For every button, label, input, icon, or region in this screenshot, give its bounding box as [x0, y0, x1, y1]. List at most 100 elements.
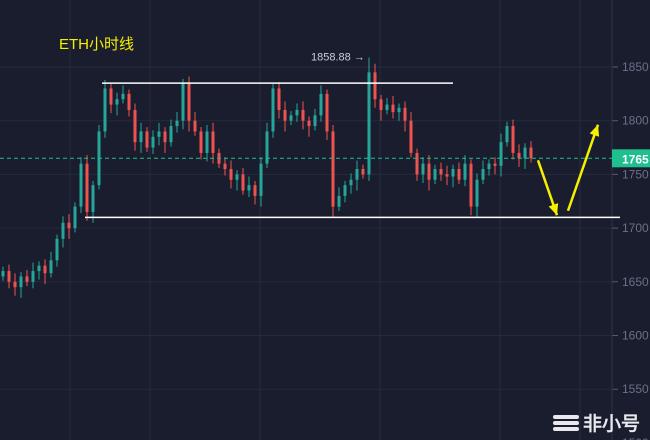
forecast-arrow-up-shaft	[566, 124, 600, 212]
candle-body	[247, 185, 251, 191]
candle-body	[235, 174, 239, 180]
candle-body	[487, 163, 491, 170]
candle-body	[157, 131, 161, 137]
candle-body	[439, 169, 443, 175]
candle-body	[103, 88, 107, 132]
chart-title: ETH小时线	[59, 36, 135, 53]
y-tick-label: 1750	[622, 167, 649, 181]
candle-body	[457, 169, 461, 180]
candle-body	[85, 163, 89, 212]
candle-body	[43, 265, 47, 274]
candle-body	[373, 72, 377, 100]
candle-body	[199, 131, 203, 153]
candle-body	[325, 93, 329, 132]
candle-body	[139, 131, 143, 143]
candle-body	[445, 174, 449, 177]
candle-body	[283, 109, 287, 121]
candle-body	[193, 120, 197, 132]
candle-body	[241, 174, 245, 191]
y-tick-label: 1500	[622, 436, 649, 440]
candle-body	[265, 131, 269, 164]
candle-body	[205, 131, 209, 153]
candle-body	[409, 120, 413, 153]
candle-body	[505, 126, 509, 143]
candle-body	[49, 260, 53, 274]
candle-body	[391, 104, 395, 113]
candle-body	[343, 185, 347, 196]
current-price-label: 1765	[622, 152, 649, 166]
candle-body	[493, 163, 497, 166]
y-tick-label: 1600	[622, 329, 649, 343]
candle-body	[211, 131, 215, 153]
y-tick-label: 1650	[622, 275, 649, 289]
candle-body	[229, 169, 233, 180]
candle-body	[385, 104, 389, 110]
candle-body	[115, 99, 119, 105]
candle-body	[301, 109, 305, 121]
candle-body	[451, 169, 455, 177]
y-tick-label: 1800	[622, 114, 649, 128]
candle-body	[361, 169, 365, 175]
candle-body	[433, 169, 437, 180]
candle-body	[67, 222, 71, 229]
y-tick-label: 1850	[622, 60, 649, 74]
forecast-arrow-up-head	[589, 124, 600, 137]
candle-body	[73, 206, 77, 229]
candle-body	[319, 93, 323, 116]
candle-body	[415, 152, 419, 175]
candle-body	[349, 179, 353, 186]
candle-body	[463, 163, 467, 180]
y-tick-label: 1550	[622, 382, 649, 396]
candle-body	[13, 281, 17, 288]
candle-body	[421, 163, 425, 175]
candle-body	[295, 109, 299, 116]
candle-body	[481, 169, 485, 180]
logo-icon	[553, 414, 579, 431]
candle-body	[469, 163, 473, 207]
candle-body	[121, 93, 125, 100]
candle-body	[163, 131, 167, 143]
candle-body	[79, 163, 83, 207]
candle-body	[277, 88, 281, 110]
candle-body	[289, 115, 293, 121]
candle-body	[187, 83, 191, 121]
candle-body	[499, 142, 503, 166]
candle-body	[31, 271, 35, 282]
candle-body	[529, 147, 533, 159]
candle-body	[37, 265, 41, 272]
candle-body	[397, 107, 401, 113]
candle-body	[19, 276, 23, 288]
candle-body	[379, 99, 383, 110]
candle-body	[1, 271, 5, 277]
candle-body	[223, 163, 227, 170]
candle-body	[427, 163, 431, 180]
candle-body	[7, 271, 11, 282]
candle-body	[475, 179, 479, 207]
logo-text: 非小号	[583, 414, 641, 435]
candle-body	[151, 136, 155, 148]
watermark-logo: 非小号	[553, 409, 640, 436]
high-price-label: 1858.88 →	[311, 51, 365, 63]
candle-body	[25, 276, 29, 282]
candle-body	[181, 83, 185, 121]
candle-body	[517, 152, 521, 159]
candle-body	[337, 195, 341, 207]
candle-body	[271, 88, 275, 132]
candle-body	[253, 185, 257, 196]
candle-body	[133, 109, 137, 143]
candle-body	[175, 120, 179, 127]
candle-body	[367, 72, 371, 175]
candle-body	[169, 126, 173, 143]
candle-body	[511, 126, 515, 153]
candle-body	[307, 120, 311, 127]
candle-body	[91, 185, 95, 212]
candle-body	[55, 238, 59, 261]
candle-body	[523, 147, 527, 159]
y-tick-label: 1700	[622, 221, 649, 235]
candle-body	[331, 131, 335, 207]
candle-body	[109, 88, 113, 105]
current-price-badge	[612, 149, 650, 168]
candle-body	[313, 115, 317, 127]
